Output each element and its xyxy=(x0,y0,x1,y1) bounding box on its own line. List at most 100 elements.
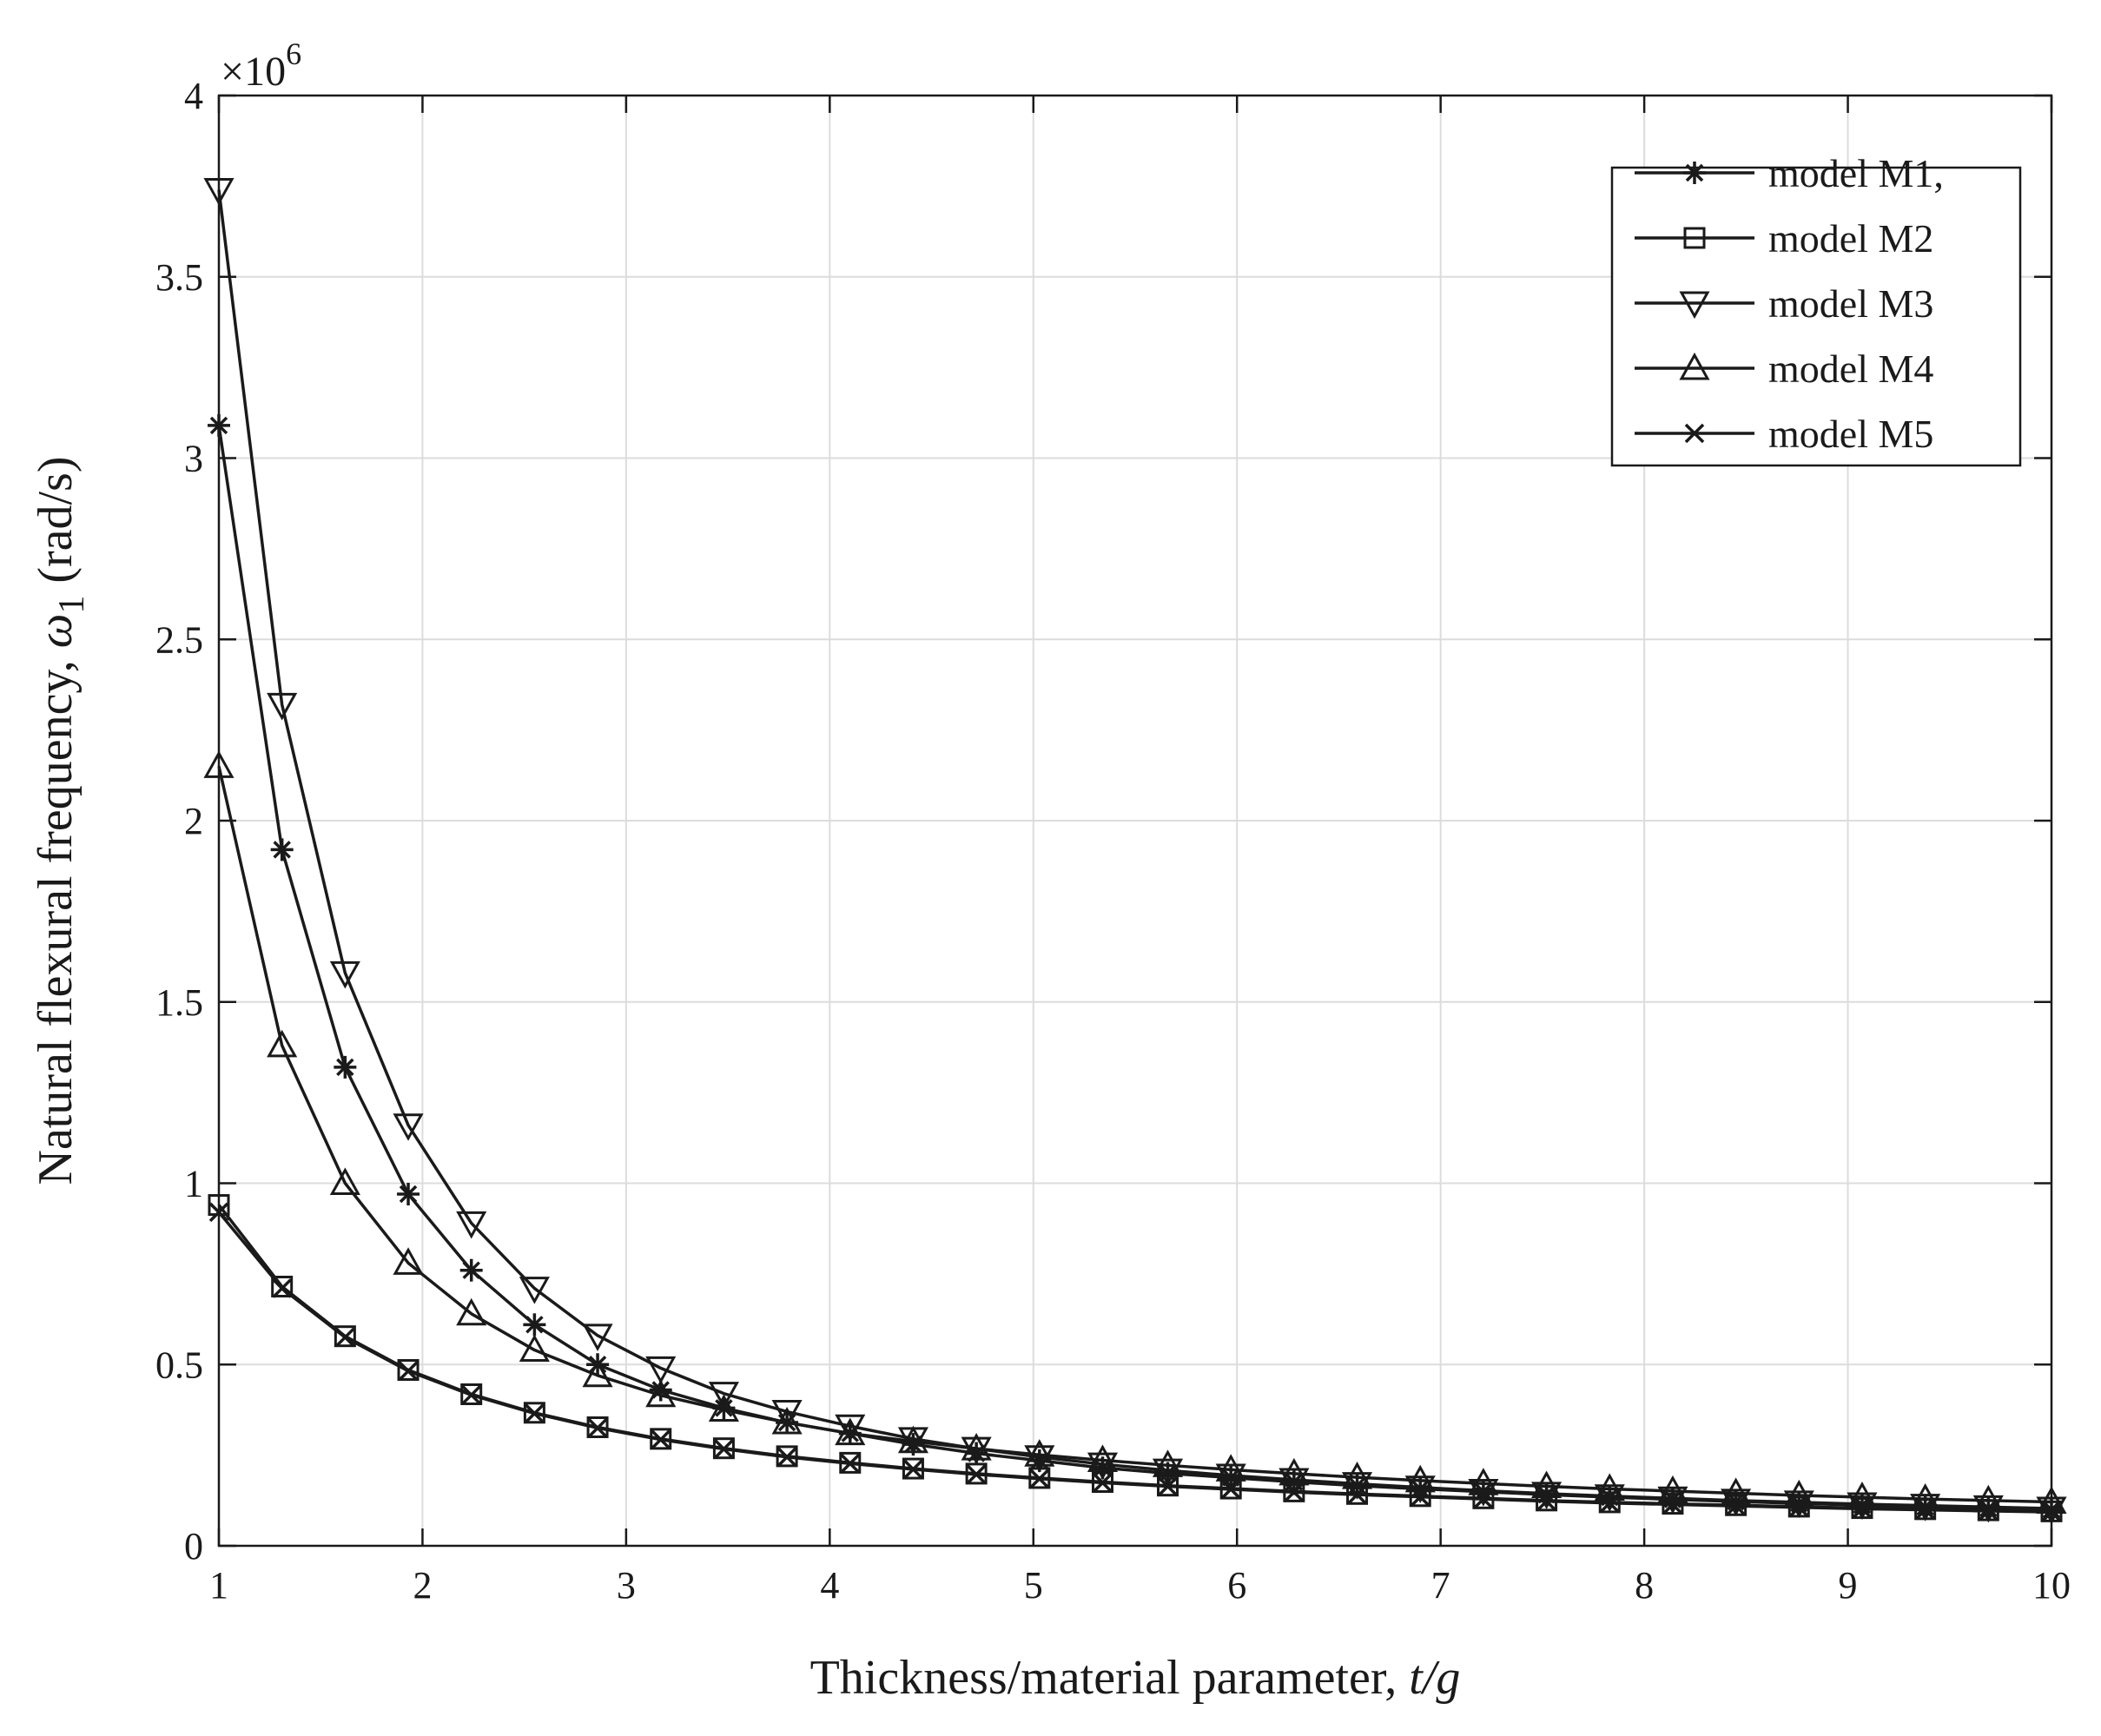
series-5 xyxy=(208,1202,2062,1522)
y-axis-label-subscript: 1 xyxy=(52,596,92,614)
data-point xyxy=(1341,1462,1373,1489)
y-axis-label-unit: (rad/s) xyxy=(29,457,83,596)
x-axis-label-main: Thickness/material parameter, xyxy=(810,1651,1410,1705)
data-point xyxy=(1410,1487,1430,1507)
legend-entry: model M2 xyxy=(1635,216,1933,261)
data-point xyxy=(334,1325,356,1348)
legend-entry: model M3 xyxy=(1635,281,1933,326)
legend-label: model M1, xyxy=(1768,151,1944,195)
data-point xyxy=(903,1459,923,1480)
legend-entry: model M1, xyxy=(1635,151,1944,195)
y-tick-label: 4 xyxy=(184,75,203,117)
data-point xyxy=(1158,1476,1178,1496)
legend-label: model M2 xyxy=(1768,216,1933,261)
legend-label: model M5 xyxy=(1768,412,1933,456)
data-point xyxy=(771,1400,803,1428)
y-tick-label: 3.5 xyxy=(155,256,203,299)
data-point xyxy=(645,1379,677,1408)
data-point xyxy=(334,1055,357,1079)
x-axis-label: Thickness/material parameter, t/g xyxy=(810,1651,1461,1705)
data-point xyxy=(1600,1493,1620,1513)
x-tick-label: 9 xyxy=(1839,1564,1858,1607)
data-point xyxy=(1536,1491,1556,1511)
data-point xyxy=(1721,1477,1752,1505)
data-point xyxy=(519,1277,550,1304)
data-point xyxy=(456,1211,487,1239)
data-point xyxy=(708,1394,739,1422)
x-tick-label: 8 xyxy=(1635,1564,1654,1607)
legend-entry: model M4 xyxy=(1635,347,1933,391)
data-point xyxy=(1910,1494,1941,1521)
data-point xyxy=(397,1183,420,1206)
legend-label: model M4 xyxy=(1768,347,1933,391)
data-point xyxy=(1468,1468,1499,1495)
y-tick-label: 0 xyxy=(184,1525,203,1568)
y-tick-label: 1 xyxy=(184,1163,203,1205)
legend-label: model M3 xyxy=(1768,281,1933,326)
x-tick-label: 7 xyxy=(1431,1564,1450,1607)
data-point xyxy=(1726,1495,1746,1516)
x-tick-label: 5 xyxy=(1024,1564,1043,1607)
series-line xyxy=(217,765,2052,1504)
y-exponent-prefix: ×10 xyxy=(221,49,286,95)
data-point xyxy=(714,1439,734,1459)
data-point xyxy=(1024,1445,1055,1473)
data-point xyxy=(1152,1458,1184,1487)
x-tick-label: 4 xyxy=(820,1564,839,1607)
legend-entry: model M5 xyxy=(1635,412,1933,456)
y-tick-label: 3 xyxy=(184,438,203,480)
data-point xyxy=(835,1414,866,1442)
data-point xyxy=(271,1275,294,1297)
data-point xyxy=(1404,1464,1436,1493)
data-point xyxy=(840,1453,861,1474)
x-tick-label: 6 xyxy=(1227,1564,1246,1607)
data-point xyxy=(267,1029,298,1058)
data-point xyxy=(270,838,294,861)
data-point xyxy=(1278,1468,1310,1496)
data-point xyxy=(776,1447,797,1467)
data-point xyxy=(456,1297,487,1326)
legend-marker xyxy=(1684,423,1705,444)
axis-ticks: 1 2 3 4 5 6 7 8 9 10 0 0.5 1 1.5 2 2.5 3 3.5 4 xyxy=(155,75,2071,1607)
data-point xyxy=(897,1425,929,1454)
data-point xyxy=(397,1359,420,1382)
data-point xyxy=(1662,1495,1683,1515)
data-point xyxy=(335,1327,355,1348)
data-point xyxy=(1915,1500,1935,1520)
data-point xyxy=(1852,1499,1873,1519)
y-axis-label-main: Natural flexural frequency, xyxy=(29,648,83,1185)
data-point xyxy=(1789,1497,1809,1517)
data-point xyxy=(1972,1495,2004,1523)
data-point xyxy=(1531,1470,1563,1499)
y-axis-label: Natural flexural frequency, ω1 (rad/s) xyxy=(29,457,92,1185)
legend-marker xyxy=(1679,291,1710,320)
data-point xyxy=(1284,1482,1305,1502)
series-line xyxy=(217,1211,2052,1514)
data-point xyxy=(1220,1479,1241,1500)
data-point xyxy=(835,1417,866,1446)
y-exponent-power: 6 xyxy=(286,36,301,71)
legend-marker xyxy=(1683,227,1706,249)
data-point xyxy=(961,1433,992,1461)
data-point xyxy=(1278,1457,1310,1486)
data-point xyxy=(1847,1492,1878,1521)
y-tick-label: 0.5 xyxy=(155,1343,203,1386)
data-point xyxy=(1152,1449,1184,1477)
legend: model M1, model M2 model M3 model M4 model M… xyxy=(1610,151,2022,467)
data-point xyxy=(1341,1472,1373,1500)
data-point xyxy=(587,1418,608,1438)
data-point xyxy=(1215,1454,1246,1482)
data-point xyxy=(1979,1501,1999,1521)
y-exponent-label: ×106 xyxy=(221,36,301,95)
x-tick-label: 1 xyxy=(209,1564,228,1607)
data-point xyxy=(1347,1484,1367,1505)
data-point xyxy=(523,1313,546,1337)
data-point xyxy=(1087,1452,1119,1481)
y-tick-label: 1.5 xyxy=(155,981,203,1024)
data-point xyxy=(1093,1473,1113,1493)
data-point xyxy=(460,1383,483,1405)
data-point xyxy=(1473,1488,1494,1509)
legend-marker xyxy=(1683,162,1706,184)
data-point xyxy=(398,1361,419,1382)
data-point xyxy=(1029,1469,1050,1488)
